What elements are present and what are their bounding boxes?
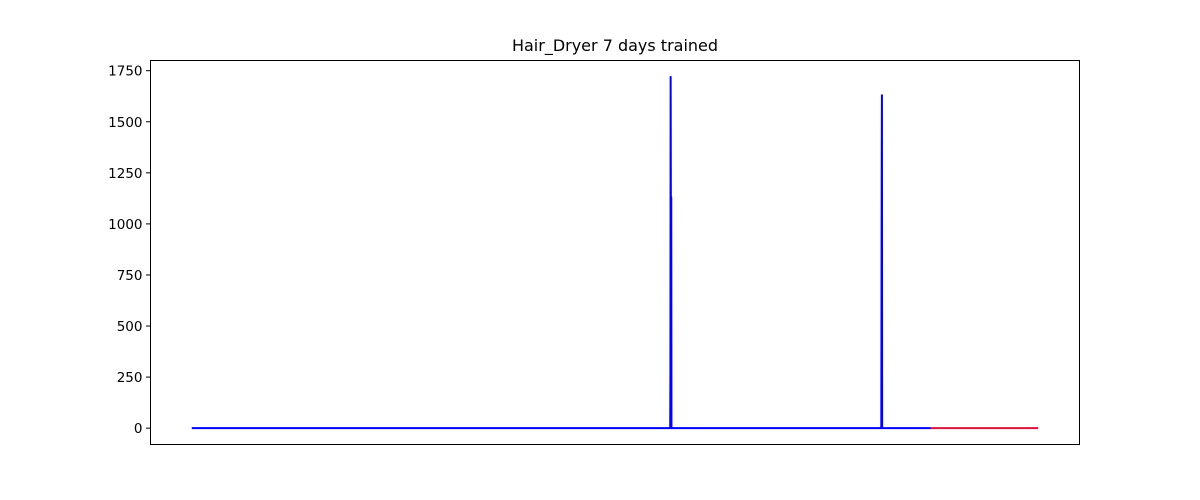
y-tick-label-2: 500: [117, 319, 143, 335]
y-tick-label-3: 750: [117, 268, 143, 284]
y-tick-label-5: 1250: [108, 166, 142, 182]
series-layer: [191, 75, 1039, 430]
series-line-1: [191, 75, 931, 430]
y-tick-label-0: 0: [134, 421, 143, 437]
y-tick-label-4: 1000: [108, 217, 142, 233]
chart-title: Hair_Dryer 7 days trained: [512, 36, 718, 56]
plot-area-frame: [150, 60, 1080, 445]
axis-layer: 0 250 500 750 1000 1250 1500 1750: [108, 64, 151, 437]
y-tick-label-6: 1500: [108, 115, 142, 131]
y-tick-label-7: 1750: [108, 64, 142, 80]
y-tick-label-1: 250: [117, 370, 143, 386]
